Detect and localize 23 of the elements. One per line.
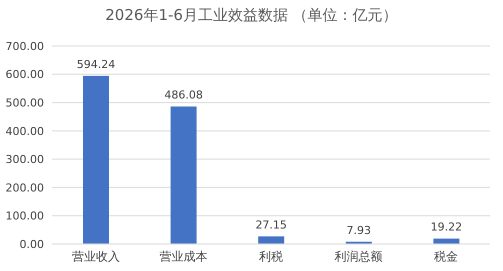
- y-tick-label: 400.00: [6, 124, 44, 138]
- bar: [258, 236, 284, 244]
- data-label: 7.93: [346, 224, 372, 237]
- y-tick-label: 300.00: [6, 153, 44, 166]
- y-tick-label: 200.00: [6, 181, 44, 194]
- bar: [433, 238, 460, 244]
- data-label: 19.22: [430, 220, 462, 234]
- x-tick-label: 税金: [434, 250, 458, 264]
- bar: [83, 76, 109, 244]
- data-label: 27.15: [255, 218, 287, 232]
- x-tick-label: 营业收入: [72, 250, 120, 264]
- y-tick-label: 0.00: [20, 238, 44, 251]
- x-tick-label: 利润总额: [334, 250, 383, 264]
- chart-title: 2026年1-6月工业效益数据 （单位：亿元）: [104, 6, 399, 25]
- x-tick-label: 利税: [259, 250, 283, 264]
- y-tick-label: 100.00: [6, 210, 44, 223]
- data-label: 486.08: [164, 88, 203, 102]
- y-tick-label: 600.00: [6, 68, 44, 82]
- y-tick-label: 500.00: [6, 96, 44, 110]
- data-label: 594.24: [76, 58, 116, 71]
- x-tick-label: 营业成本: [159, 250, 208, 264]
- y-tick-label: 700.00: [6, 40, 44, 53]
- bar: [170, 106, 197, 244]
